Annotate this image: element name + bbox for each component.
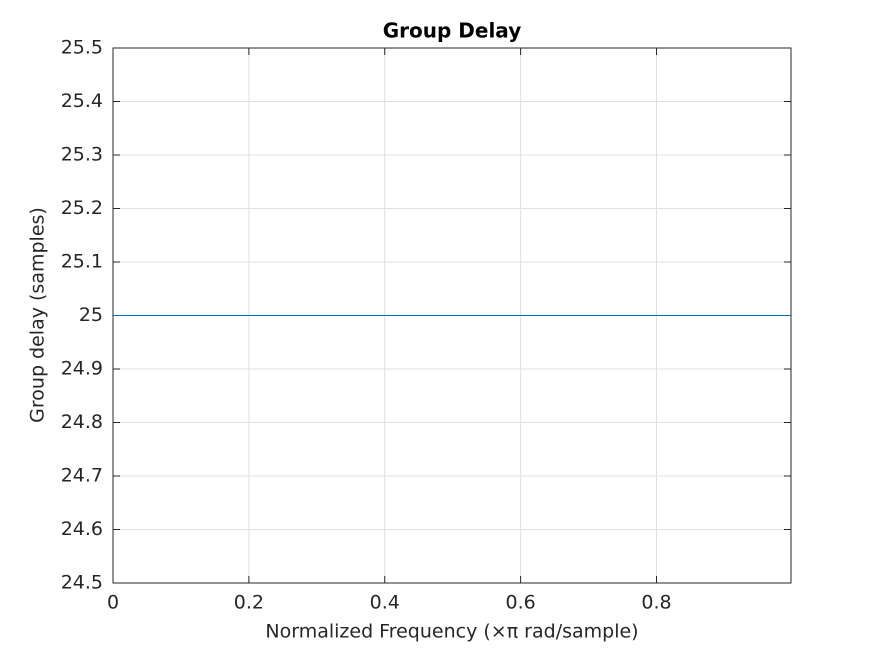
y-tick-label: 24.7 xyxy=(61,465,103,487)
x-tick-label: 0.6 xyxy=(506,592,536,614)
y-tick-label: 25 xyxy=(79,304,103,326)
x-tick-label: 0 xyxy=(107,592,119,614)
x-tick-label: 0.2 xyxy=(234,592,264,614)
y-tick-label: 25.4 xyxy=(61,90,103,112)
y-tick-label: 24.9 xyxy=(61,358,103,380)
x-tick-label: 0.4 xyxy=(370,592,400,614)
y-tick-label: 24.8 xyxy=(61,411,103,433)
y-tick-label: 25.1 xyxy=(61,251,103,273)
axes-box xyxy=(112,47,792,584)
x-axis-label: Normalized Frequency (×π rad/sample) xyxy=(265,621,638,643)
y-tick-label: 25.3 xyxy=(61,144,103,166)
y-tick-label: 24.6 xyxy=(61,518,103,540)
y-tick-label: 25.5 xyxy=(61,37,103,59)
y-axis-label: Group delay (samples) xyxy=(27,207,49,423)
x-tick-label: 0.8 xyxy=(641,592,671,614)
y-tick-label: 25.2 xyxy=(61,197,103,219)
y-tick-label: 24.5 xyxy=(61,572,103,594)
chart-title: Group Delay xyxy=(383,19,521,43)
